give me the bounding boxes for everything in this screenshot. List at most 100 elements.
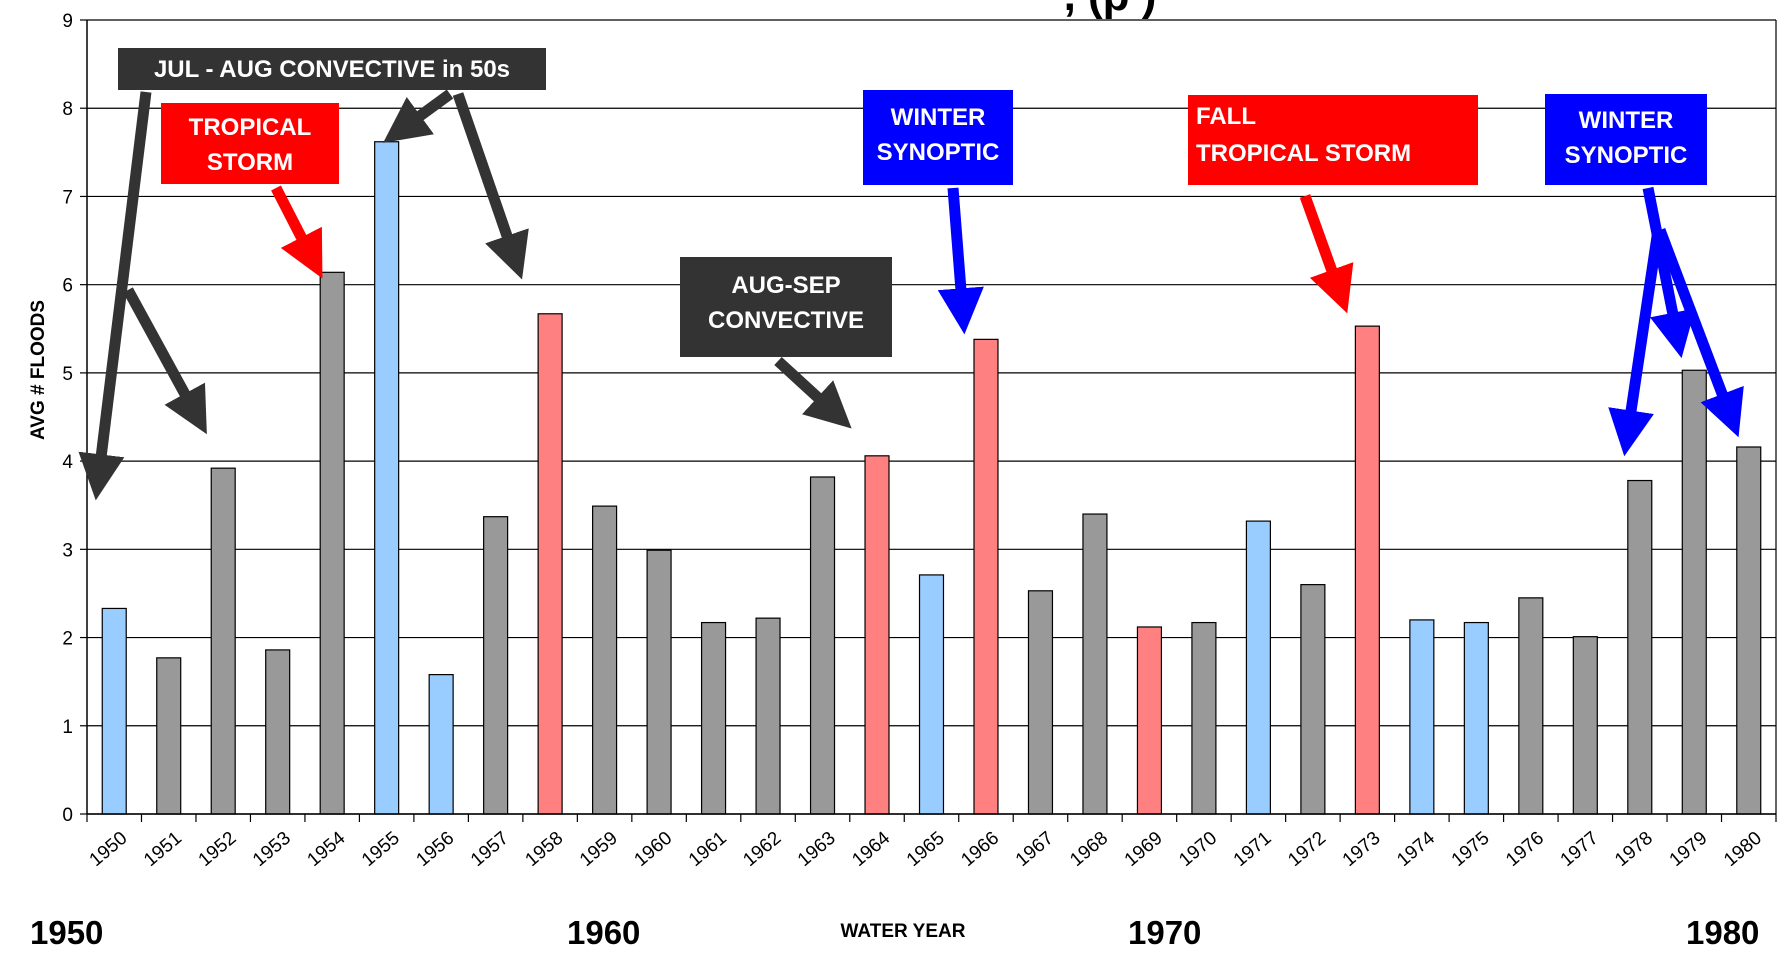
annotation-box — [1545, 94, 1707, 185]
decade-label-1980: 1980 — [1686, 914, 1759, 950]
x-axis-title: WATER YEAR — [841, 921, 966, 942]
x-tick-label-1966: 1966 — [957, 828, 1003, 871]
annotation-text: FALL — [1196, 103, 1256, 130]
bar-1964 — [864, 455, 890, 815]
bar-1954 — [319, 271, 345, 815]
y-tick-label: 5 — [62, 364, 73, 385]
annotation-text: STORM — [207, 149, 293, 176]
x-tick-label-1958: 1958 — [521, 828, 567, 871]
bar-1962 — [755, 617, 781, 815]
x-tick-label-1970: 1970 — [1175, 828, 1221, 871]
decade-label-1970: 1970 — [1128, 914, 1201, 950]
bar-1953 — [265, 649, 291, 815]
x-tick-label-1961: 1961 — [685, 828, 731, 871]
x-tick-label-1980: 1980 — [1720, 828, 1766, 871]
x-tick-labels: 1950 1951 1952 1953 1954 1955 1956 1957 1958 1959… — [86, 814, 1777, 871]
annotation-arrow — [1299, 194, 1354, 314]
bar-1978 — [1627, 479, 1653, 815]
x-tick-label-1962: 1962 — [739, 828, 785, 871]
x-tick-label-1964: 1964 — [848, 827, 894, 871]
annotation-box — [118, 48, 546, 90]
bar-1955 — [374, 141, 400, 815]
bar-1959 — [592, 505, 618, 815]
annotation-winter-synoptic-1978: WINTER SYNOPTIC — [1545, 94, 1744, 457]
x-tick-label-1953: 1953 — [249, 828, 295, 871]
annotation-arrow — [452, 92, 529, 280]
x-tick-label-1963: 1963 — [794, 828, 840, 871]
y-tick-label: 0 — [62, 805, 73, 826]
decade-label-1960: 1960 — [567, 914, 640, 950]
bar-1958 — [537, 313, 563, 815]
x-tick-label-1974: 1974 — [1393, 827, 1439, 871]
x-tick-label-1957: 1957 — [467, 828, 513, 871]
bar-1971 — [1245, 520, 1271, 815]
annotation-aug-sep-convective: AUG-SEP CONVECTIVE — [680, 257, 892, 429]
annotation-text: CONVECTIVE — [708, 307, 864, 334]
x-tick-label-1959: 1959 — [576, 828, 622, 871]
annotation-box — [863, 90, 1013, 185]
x-tick-label-1973: 1973 — [1339, 828, 1385, 871]
bar-1979 — [1681, 369, 1707, 815]
annotation-arrow — [1608, 229, 1664, 457]
x-tick-label-1976: 1976 — [1502, 828, 1548, 871]
decade-label-1950: 1950 — [30, 914, 103, 950]
bar-1975 — [1463, 621, 1489, 815]
axes — [86, 20, 1777, 815]
annotation-fall-tropical-storm: FALL TROPICAL STORM — [1188, 95, 1478, 314]
y-axis-title: AVG # FLOODS — [28, 300, 49, 440]
annotation-text: TROPICAL — [189, 114, 312, 141]
annotation-arrow — [78, 91, 152, 501]
bar-1965 — [918, 574, 945, 815]
x-tick-label-1975: 1975 — [1448, 828, 1494, 871]
bar-1963 — [809, 476, 836, 815]
x-tick-label-1956: 1956 — [412, 828, 458, 871]
bar-1967 — [1027, 590, 1054, 815]
y-tick-label: 7 — [62, 187, 73, 208]
annotation-arrow — [271, 185, 323, 279]
annotation-text: SYNOPTIC — [1565, 142, 1688, 169]
x-tick-label-1972: 1972 — [1284, 828, 1330, 871]
x-tick-label-1968: 1968 — [1066, 828, 1112, 871]
bar-1980 — [1736, 446, 1762, 815]
annotation-jul-aug-convective: JUL - AUG CONVECTIVE in 50s — [78, 48, 546, 501]
x-tick-label-1950: 1950 — [86, 828, 132, 871]
y-tick-label: 8 — [62, 99, 73, 120]
x-tick-label-1978: 1978 — [1611, 828, 1657, 871]
bar-1969 — [1136, 626, 1163, 815]
annotation-box — [1188, 95, 1478, 185]
bar-1977 — [1572, 636, 1598, 815]
bar-1960 — [646, 549, 672, 815]
bar-1970 — [1191, 621, 1217, 815]
x-tick-label-1967: 1967 — [1012, 828, 1058, 871]
y-tick-label: 2 — [62, 629, 73, 650]
annotation-winter-synoptic-1966: WINTER SYNOPTIC — [863, 90, 1013, 335]
bar-1966 — [973, 338, 999, 815]
bar-1968 — [1082, 513, 1108, 815]
annotation-text: TROPICAL STORM — [1196, 140, 1411, 167]
bar-1952 — [210, 467, 236, 815]
annotation-text: WINTER — [1579, 107, 1674, 134]
annotation-arrow — [1642, 186, 1696, 359]
y-tick-label: 3 — [62, 540, 73, 561]
chart-title: , (p ) — [1064, 0, 1157, 20]
annotation-arrow — [937, 187, 984, 335]
x-tick-label-1979: 1979 — [1666, 828, 1712, 871]
bar-1957 — [483, 516, 509, 815]
y-tick-label: 9 — [62, 11, 73, 32]
annotation-box — [161, 103, 339, 184]
annotation-text: SYNOPTIC — [877, 139, 1000, 166]
bar-1976 — [1518, 597, 1544, 815]
x-tick-label-1971: 1971 — [1230, 828, 1276, 871]
bars — [101, 141, 1762, 815]
x-tick-label-1955: 1955 — [358, 828, 404, 871]
x-tick-label-1952: 1952 — [195, 828, 241, 871]
annotation-box — [680, 257, 892, 357]
annotation-arrow — [383, 89, 454, 143]
x-tick-label-1969: 1969 — [1121, 828, 1167, 871]
y-tick-label: 6 — [62, 276, 73, 297]
annotation-text: AUG-SEP — [731, 272, 840, 299]
y-tick-label: 4 — [62, 452, 73, 473]
bar-1950 — [101, 607, 127, 815]
